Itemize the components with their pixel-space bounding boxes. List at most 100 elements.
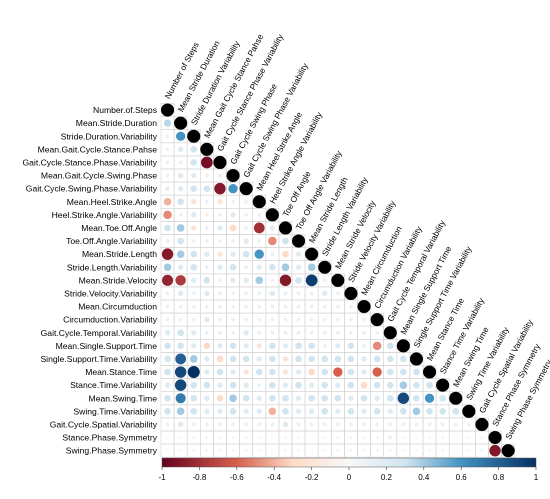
correlation-circle bbox=[177, 146, 184, 153]
correlation-circle bbox=[349, 422, 353, 427]
correlation-circle bbox=[166, 449, 169, 452]
correlation-circle bbox=[268, 407, 277, 416]
correlation-circle bbox=[190, 159, 198, 166]
correlation-circle bbox=[310, 436, 313, 439]
correlation-circle bbox=[480, 436, 484, 439]
correlation-circle bbox=[164, 368, 171, 376]
correlation-circle bbox=[270, 278, 275, 283]
correlation-circle bbox=[308, 382, 315, 388]
correlation-circle bbox=[270, 330, 275, 335]
row-label: Gait.Cycle.Spatial.Variability bbox=[50, 419, 158, 429]
correlation-circle bbox=[217, 264, 223, 270]
correlation-circle bbox=[204, 395, 210, 401]
correlation-circle bbox=[296, 291, 301, 296]
correlation-circle bbox=[228, 183, 238, 194]
correlation-circle bbox=[243, 343, 249, 349]
correlation-circle bbox=[295, 264, 302, 270]
correlation-circle bbox=[164, 342, 171, 350]
diagonal-circle bbox=[396, 339, 410, 353]
correlation-circle bbox=[244, 265, 249, 270]
correlation-circle bbox=[257, 383, 262, 388]
correlation-circle bbox=[413, 394, 420, 402]
correlation-circle bbox=[230, 251, 236, 257]
correlation-circle bbox=[231, 291, 235, 296]
correlation-circle bbox=[218, 278, 222, 283]
correlation-circle bbox=[204, 239, 209, 243]
correlation-circle bbox=[177, 264, 184, 270]
correlation-circle bbox=[373, 355, 381, 363]
correlation-circle bbox=[165, 304, 170, 309]
correlation-circle bbox=[178, 304, 183, 309]
correlation-circle bbox=[243, 330, 249, 336]
correlation-circle bbox=[322, 278, 327, 283]
correlation-circle bbox=[190, 250, 198, 258]
correlation-circle bbox=[191, 239, 196, 243]
correlation-circle bbox=[174, 366, 187, 378]
correlation-circle bbox=[176, 224, 185, 232]
correlation-circle bbox=[204, 422, 209, 427]
correlation-circle bbox=[362, 436, 366, 439]
correlation-circle bbox=[489, 444, 501, 457]
correlation-circle bbox=[399, 381, 408, 389]
row-label: Mean.Gait.Cycle.Swing.Phase bbox=[41, 171, 157, 181]
correlation-circle bbox=[214, 182, 226, 195]
correlation-circle bbox=[480, 449, 484, 452]
correlation-circle bbox=[322, 304, 327, 309]
correlation-circle bbox=[336, 449, 340, 452]
correlation-circle bbox=[454, 449, 458, 452]
correlation-circle bbox=[178, 212, 183, 217]
correlation-circle bbox=[192, 436, 196, 439]
correlation-circle bbox=[349, 449, 353, 452]
correlation-circle bbox=[161, 274, 174, 286]
colorbar-tick-label: 1 bbox=[534, 473, 539, 482]
correlation-circle bbox=[231, 317, 235, 322]
correlation-circle bbox=[308, 408, 315, 415]
correlation-circle bbox=[387, 408, 393, 415]
correlation-circle bbox=[310, 449, 313, 452]
correlation-circle bbox=[231, 422, 235, 427]
correlation-circle bbox=[177, 185, 184, 192]
correlation-circle bbox=[269, 290, 276, 297]
colorbar-gradient bbox=[161, 457, 537, 468]
correlation-circle bbox=[231, 449, 235, 452]
correlation-circle bbox=[191, 304, 196, 309]
correlation-circle bbox=[257, 317, 262, 322]
correlation-circle bbox=[257, 239, 262, 243]
correlation-circle bbox=[165, 173, 170, 178]
correlation-circle bbox=[217, 408, 223, 415]
correlation-circle bbox=[218, 173, 222, 178]
row-label: Mean.Heel.Strike.Angle bbox=[67, 197, 158, 207]
correlation-circle bbox=[254, 249, 264, 259]
correlation-circle bbox=[334, 394, 342, 402]
correlation-circle bbox=[270, 422, 275, 427]
correlation-circle bbox=[243, 277, 249, 284]
correlation-circle bbox=[308, 342, 315, 350]
diagonal-circle bbox=[226, 169, 240, 183]
correlation-circle bbox=[362, 449, 366, 452]
correlation-circle bbox=[256, 408, 262, 415]
correlation-circle bbox=[164, 355, 171, 363]
correlation-circle bbox=[204, 304, 209, 309]
correlation-circle bbox=[305, 274, 318, 287]
correlation-circle bbox=[204, 199, 209, 204]
correlation-circle bbox=[191, 330, 197, 336]
correlation-circle bbox=[427, 422, 432, 427]
correlation-circle bbox=[361, 408, 367, 415]
correlation-circle bbox=[467, 436, 471, 439]
correlation-circle bbox=[271, 449, 274, 452]
correlation-circle bbox=[281, 263, 290, 272]
correlation-circle bbox=[231, 239, 235, 243]
row-label: Gait.Cycle.Stance.Phase.Variability bbox=[22, 157, 157, 167]
colorbar-tick-label: -0.6 bbox=[230, 473, 244, 482]
correlation-circle bbox=[321, 394, 329, 402]
correlation-circle bbox=[175, 131, 186, 141]
correlation-circle bbox=[362, 422, 366, 427]
correlation-circle bbox=[269, 381, 276, 389]
correlation-circle bbox=[165, 186, 170, 191]
correlation-circle bbox=[282, 382, 289, 388]
correlation-circle bbox=[321, 381, 329, 389]
correlation-circle bbox=[295, 395, 302, 401]
correlation-circle bbox=[191, 291, 196, 296]
